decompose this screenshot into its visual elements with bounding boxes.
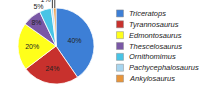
- svg-text:40%: 40%: [68, 37, 82, 44]
- svg-text:24%: 24%: [45, 65, 59, 72]
- svg-text:Tyrannosaurus: Tyrannosaurus: [129, 20, 179, 29]
- svg-text:Thescelosaurus: Thescelosaurus: [129, 42, 182, 51]
- svg-text:Edmontosaurus: Edmontosaurus: [129, 31, 182, 40]
- svg-text:Triceratops: Triceratops: [129, 9, 166, 18]
- svg-text:Pachycephalosaurus: Pachycephalosaurus: [129, 63, 199, 72]
- svg-text:5%: 5%: [33, 3, 43, 10]
- svg-text:1%: 1%: [41, 0, 51, 3]
- svg-text:Ankylosaurus: Ankylosaurus: [129, 74, 175, 83]
- svg-text:8%: 8%: [31, 19, 41, 26]
- svg-text:Ornithomimus: Ornithomimus: [129, 52, 176, 61]
- svg-text:20%: 20%: [25, 43, 39, 50]
